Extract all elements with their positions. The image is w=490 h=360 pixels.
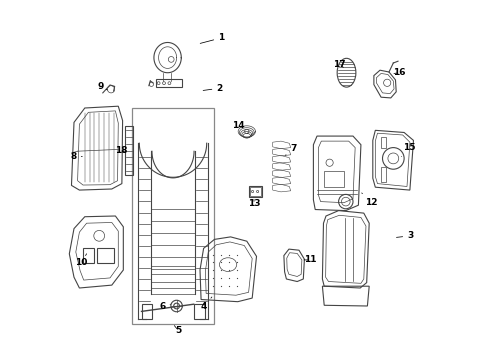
Bar	[156, 79, 182, 87]
Bar	[248, 186, 262, 197]
Bar	[132, 108, 215, 324]
Text: 13: 13	[248, 199, 260, 208]
Text: 12: 12	[362, 193, 378, 207]
Text: 14: 14	[232, 122, 248, 133]
Bar	[125, 126, 133, 175]
Bar	[381, 137, 387, 148]
Text: 11: 11	[303, 256, 316, 264]
Text: 7: 7	[286, 144, 297, 155]
Text: 3: 3	[396, 231, 414, 240]
Text: 8: 8	[70, 152, 82, 161]
Text: 1: 1	[200, 33, 225, 44]
Text: 10: 10	[75, 254, 87, 267]
Text: 17: 17	[333, 60, 345, 69]
Text: 5: 5	[174, 325, 181, 335]
Bar	[250, 187, 261, 196]
Text: 9: 9	[97, 82, 107, 91]
Bar	[381, 167, 387, 182]
Text: 15: 15	[402, 143, 415, 157]
Text: 18: 18	[115, 145, 127, 155]
Text: 4: 4	[200, 297, 212, 311]
Text: 2: 2	[203, 84, 223, 93]
Text: 16: 16	[393, 68, 405, 77]
Bar	[324, 171, 344, 187]
Text: 6: 6	[159, 302, 171, 311]
